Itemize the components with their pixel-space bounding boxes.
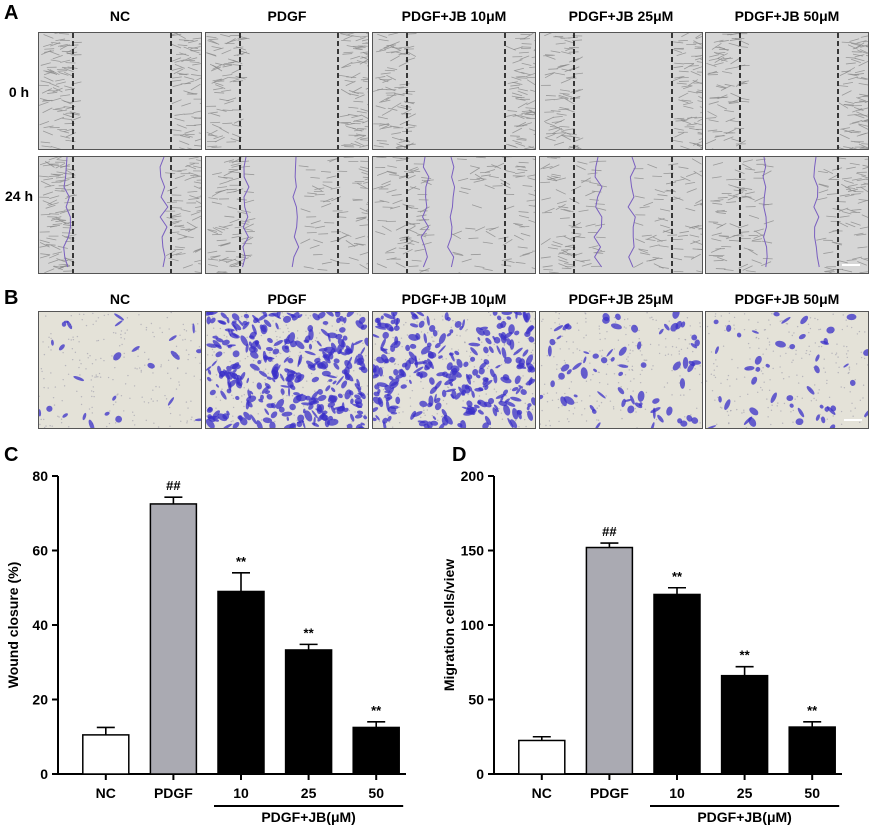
panel-a-col-header-3: PDGF+JB 25μM xyxy=(568,8,674,24)
wound-image-1-4 xyxy=(705,156,869,274)
panel-c-letter: C xyxy=(4,444,19,466)
panel-b-col-header-2: PDGF+JB 10μM xyxy=(401,291,507,307)
panel-a-row-label-0: 0 h xyxy=(8,84,30,100)
chart-0-bar-3 xyxy=(284,649,333,775)
chart-0-ytick-label: 40 xyxy=(32,617,48,633)
chart-0-ytick-label: 80 xyxy=(32,468,48,484)
chart-1-bar-2 xyxy=(653,593,701,775)
chart-0-ytick-label: 60 xyxy=(32,543,48,559)
transwell-image-1 xyxy=(205,311,369,429)
wound-image-1-1 xyxy=(205,156,369,274)
chart-1-xtick-label-1: PDGF xyxy=(590,785,629,801)
panel-a-col-header-4: PDGF+JB 50μM xyxy=(734,8,840,24)
panel-b-col-header-0: NC xyxy=(109,291,131,307)
panel-b-col-header-1: PDGF xyxy=(267,291,307,307)
chart-1-y-axis-title: Migration cells/view xyxy=(441,559,457,691)
panel-d-letter: D xyxy=(452,444,467,466)
chart-1-ytick-label: 50 xyxy=(468,692,484,708)
wound-image-0-1 xyxy=(205,32,369,150)
chart-1-xtick-label-0: NC xyxy=(532,785,552,801)
chart-0-bar-4 xyxy=(352,726,400,775)
chart-0-xtick-label-2: 10 xyxy=(233,785,249,801)
chart-0-significance-3: ** xyxy=(304,625,315,640)
panel-b-col-header-3: PDGF+JB 25μM xyxy=(568,291,674,307)
chart-1-bar-1 xyxy=(585,546,634,775)
transwell-image-0 xyxy=(38,311,202,429)
chart-0-y-axis-title: Wound closure (%) xyxy=(5,562,21,689)
wound-image-0-4 xyxy=(705,32,869,150)
migration-cells-chart: 0 50 100 150 200 Migration cells/view NC ## PDGF… xyxy=(441,468,842,825)
wound-image-1-3 xyxy=(539,156,703,274)
panel-a-row-label-1: 24 h xyxy=(4,188,33,204)
panel-a-col-header-0: NC xyxy=(109,8,131,24)
chart-1-significance-1: ## xyxy=(602,524,617,539)
chart-0-xtick-label-4: 50 xyxy=(368,785,384,801)
chart-0-significance-1: ## xyxy=(166,478,181,493)
chart-0-bar-0 xyxy=(82,734,130,775)
chart-1-group-label: PDGF+JB(μM) xyxy=(697,809,792,825)
wound-image-0-3 xyxy=(539,32,703,150)
wound-image-0-0 xyxy=(38,32,202,150)
chart-1-significance-4: ** xyxy=(807,703,818,718)
chart-1-significance-3: ** xyxy=(740,648,751,663)
transwell-image-4 xyxy=(705,311,869,429)
chart-0-significance-2: ** xyxy=(236,554,247,569)
panel-a-letter: A xyxy=(4,2,19,24)
panel-b-letter: B xyxy=(4,287,19,309)
chart-0-significance-4: ** xyxy=(371,703,382,718)
chart-1-bar-0 xyxy=(518,739,566,775)
chart-1-ytick-label: 100 xyxy=(461,617,485,633)
chart-1-ytick-label: 0 xyxy=(476,766,484,782)
chart-0-xtick-label-1: PDGF xyxy=(154,785,193,801)
wound-closure-chart: 0 20 40 60 80 Wound closure (%) NC ## PDGF ** 10 **… xyxy=(5,468,406,825)
chart-0-ytick-label: 0 xyxy=(40,766,48,782)
chart-1-xtick-label-3: 25 xyxy=(737,785,753,801)
chart-1-ytick-label: 150 xyxy=(461,543,485,559)
wound-image-1-0 xyxy=(38,156,202,274)
chart-1-significance-2: ** xyxy=(672,569,683,584)
chart-0-group-label: PDGF+JB(μM) xyxy=(261,809,356,825)
chart-1-bar-4 xyxy=(788,726,836,775)
chart-0-bar-2 xyxy=(217,590,265,775)
transwell-image-3 xyxy=(539,311,703,429)
panel-a-col-header-2: PDGF+JB 10μM xyxy=(401,8,507,24)
transwell-image-2 xyxy=(372,311,536,429)
chart-0-xtick-label-0: NC xyxy=(96,785,116,801)
wound-image-1-2 xyxy=(372,156,536,274)
chart-0-bar-1 xyxy=(149,503,198,775)
chart-1-bar-3 xyxy=(720,674,769,775)
chart-0-xtick-label-3: 25 xyxy=(301,785,317,801)
panel-b-col-header-4: PDGF+JB 50μM xyxy=(734,291,840,307)
chart-0-ytick-label: 20 xyxy=(32,692,48,708)
chart-1-xtick-label-2: 10 xyxy=(669,785,685,801)
chart-1-ytick-label: 200 xyxy=(461,468,485,484)
wound-image-0-2 xyxy=(372,32,536,150)
chart-1-xtick-label-4: 50 xyxy=(804,785,820,801)
panel-a-col-header-1: PDGF xyxy=(267,8,307,24)
